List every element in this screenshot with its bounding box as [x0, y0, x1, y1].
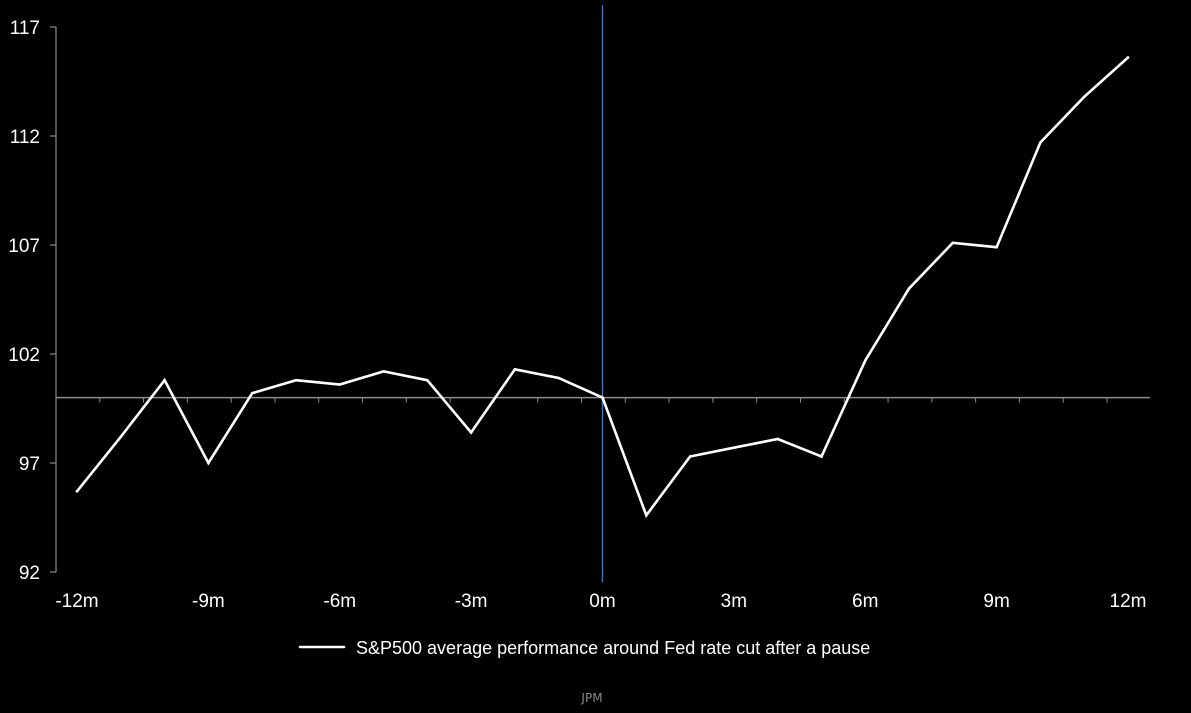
y-tick-label: 92 [19, 563, 40, 584]
data-point [951, 241, 955, 245]
x-tick-label: -3m [455, 591, 488, 612]
data-point [1039, 141, 1042, 144]
data-point [469, 431, 473, 434]
data-point [250, 391, 254, 395]
y-tick-label: 117 [10, 18, 40, 39]
x-tick-label: 0m [589, 591, 615, 612]
data-point [907, 287, 911, 290]
x-tick-label: 12m [1110, 591, 1147, 612]
data-point [119, 435, 123, 439]
data-point [1082, 95, 1086, 99]
data-point [75, 490, 79, 493]
x-tick-label: -6m [323, 591, 356, 612]
data-point [645, 514, 648, 517]
data-point [557, 376, 560, 380]
data-point [601, 396, 604, 399]
data-point [732, 446, 736, 450]
x-tick-label: 3m [721, 591, 747, 612]
data-point [776, 437, 779, 441]
data-point [864, 359, 867, 362]
legend: S&P500 average performance around Fed ra… [298, 638, 870, 658]
y-tick-label: 107 [8, 236, 40, 257]
data-point [382, 370, 385, 373]
data-point [294, 378, 298, 382]
axes [50, 5, 1150, 582]
data-point [513, 368, 517, 371]
x-tick-label: 9m [983, 591, 1009, 612]
y-tick-label: 102 [8, 345, 40, 366]
data-point [426, 378, 429, 382]
y-tick-label: 112 [10, 127, 40, 148]
source-label: JPM [580, 691, 602, 705]
data-point [163, 378, 166, 382]
data-point [688, 455, 692, 458]
legend-label: S&P500 average performance around Fed ra… [356, 638, 870, 658]
data-point [338, 383, 342, 386]
y-tick-label: 97 [19, 454, 40, 475]
x-tick-label: 6m [852, 591, 878, 612]
data-point [1126, 56, 1130, 59]
x-tick-labels: -12m -9m -6m -3m 0m 3m 6m 9m 12m [55, 591, 1146, 612]
data-point [995, 245, 998, 249]
data-point [820, 455, 823, 458]
x-tick-label: -12m [55, 591, 98, 612]
y-tick-labels: 92 97 102 107 112 117 [8, 18, 40, 584]
series-layer [75, 56, 1130, 518]
x-tick-label: -9m [192, 591, 225, 612]
data-point [207, 461, 210, 465]
